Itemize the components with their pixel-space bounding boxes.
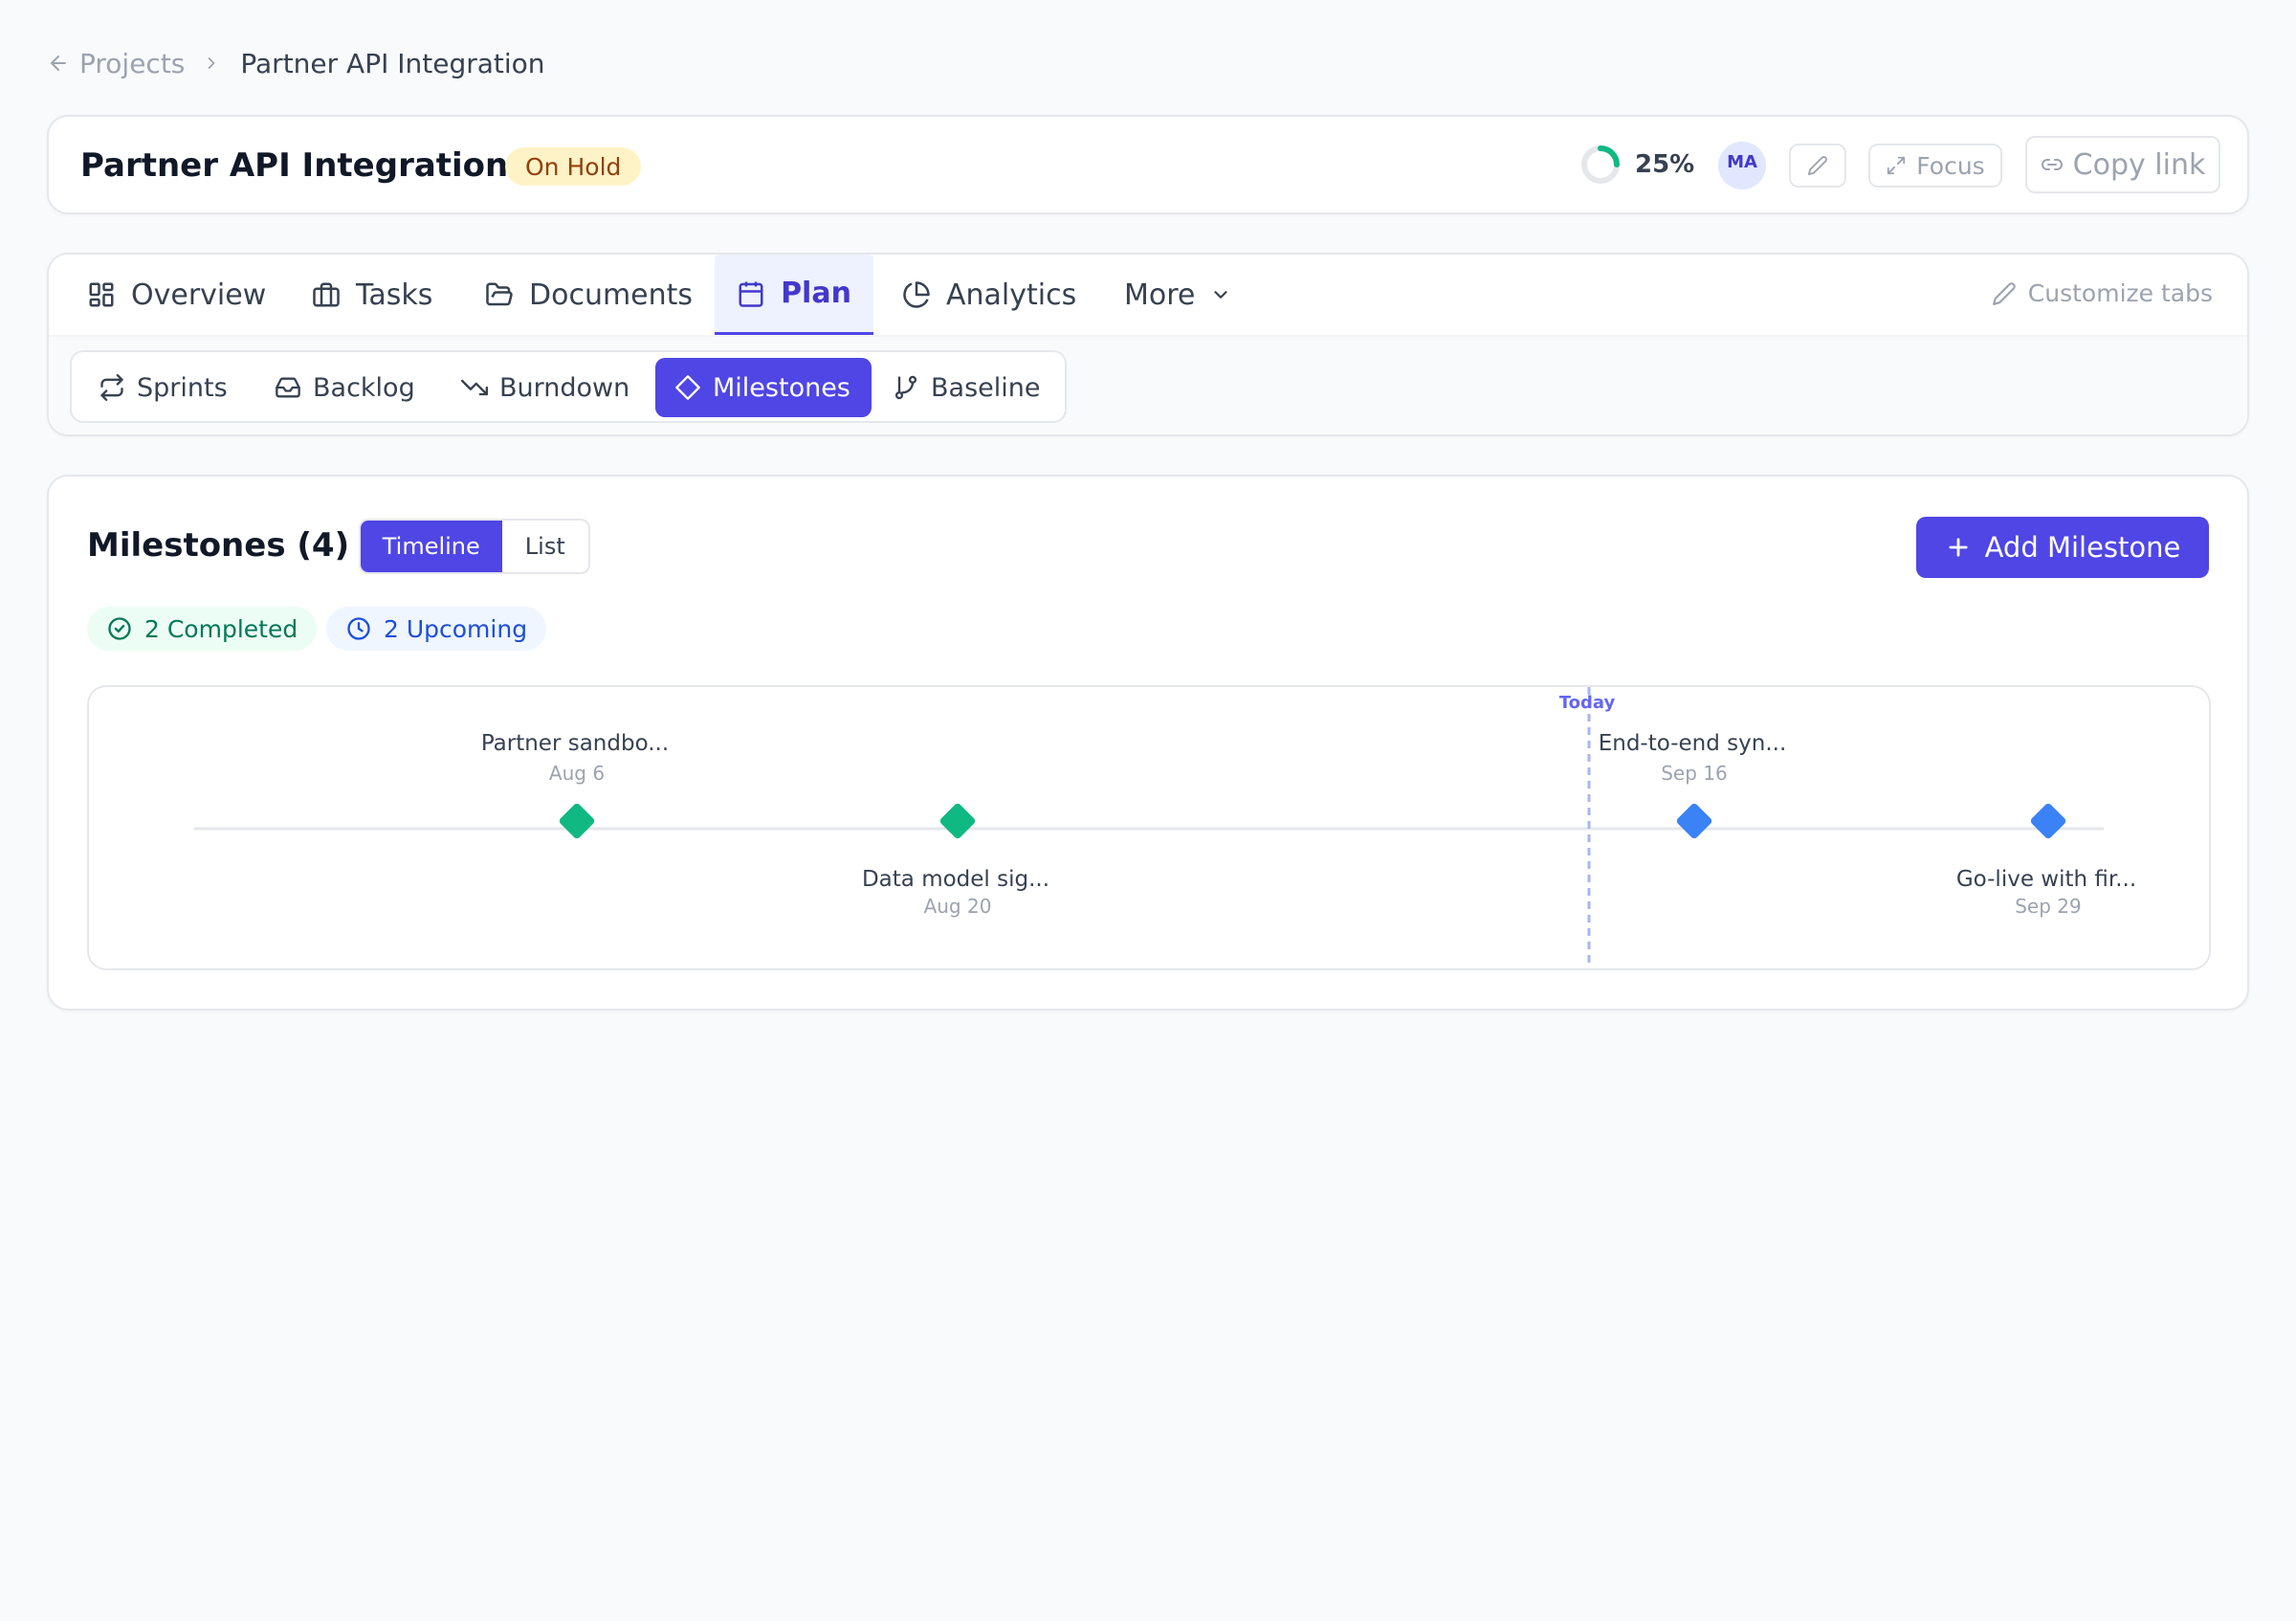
- arrow-left-icon: [47, 52, 70, 75]
- project-title: Partner API Integration: [80, 146, 509, 185]
- chevron-right-icon: [202, 54, 221, 73]
- tab-overview[interactable]: Overview: [87, 255, 266, 335]
- link-icon: [2041, 153, 2064, 176]
- milestone-diamond[interactable]: [938, 802, 977, 840]
- tab-label: Tasks: [356, 278, 433, 312]
- milestone-name: Go-live with fir...: [1956, 867, 2136, 892]
- grid-icon: [87, 280, 116, 309]
- subtab-backlog[interactable]: Backlog: [255, 358, 434, 417]
- progress-ring: [1581, 145, 1620, 184]
- subtab-label: Baseline: [931, 372, 1041, 403]
- repeat-icon: [99, 374, 125, 401]
- tab-label: Documents: [529, 278, 694, 312]
- milestone-name: Partner sandbo...: [481, 731, 669, 756]
- subtab-label: Milestones: [713, 372, 850, 403]
- milestone-diamond[interactable]: [2029, 802, 2067, 840]
- subtab-label: Sprints: [137, 372, 228, 403]
- breadcrumb-current: Partner API Integration: [240, 47, 545, 79]
- progress-indicator: 25%: [1579, 144, 1694, 186]
- upcoming-count-badge[interactable]: 2 Upcoming: [326, 607, 547, 651]
- milestone-timeline: Today Partner sandbo... Aug 6 Data model si…: [87, 685, 2211, 970]
- subtab-sprints[interactable]: Sprints: [79, 358, 247, 417]
- subtab-milestones[interactable]: Milestones: [655, 358, 872, 417]
- tab-label: Analytics: [946, 278, 1077, 312]
- subtab-burndown[interactable]: Burndown: [442, 358, 649, 417]
- project-header: Partner API Integration On Hold 25% MA F…: [47, 115, 2249, 214]
- milestone-diamond[interactable]: [558, 802, 596, 840]
- milestone-marker[interactable]: [1675, 802, 1713, 840]
- calendar-icon: [737, 279, 765, 308]
- milestone-date: Aug 20: [924, 895, 992, 918]
- tab-tasks[interactable]: Tasks: [312, 255, 432, 335]
- tab-more[interactable]: More: [1124, 255, 1231, 335]
- back-to-projects-link[interactable]: Projects: [47, 48, 185, 79]
- list-view-button[interactable]: List: [524, 533, 565, 560]
- plan-subtabs: Sprints Backlog Burndown Milestones: [70, 350, 1067, 423]
- tab-analytics[interactable]: Analytics: [902, 255, 1076, 335]
- status-badge[interactable]: On Hold: [505, 147, 642, 186]
- check-circle-icon: [106, 615, 133, 642]
- pencil-icon: [1992, 281, 2017, 306]
- timeline-view-button[interactable]: Timeline: [361, 521, 502, 572]
- tab-plan[interactable]: Plan: [715, 255, 873, 335]
- inbox-icon: [275, 374, 301, 401]
- git-branch-icon: [893, 374, 919, 401]
- completed-count-label: 2 Completed: [144, 614, 298, 643]
- copy-link-button[interactable]: Copy link: [2025, 136, 2220, 193]
- today-label: Today: [1559, 693, 1616, 713]
- main-tabs: Overview Tasks Documents Plan Analytics: [49, 255, 2247, 335]
- tab-label: More: [1124, 278, 1196, 312]
- diamond-icon: [674, 374, 701, 401]
- milestone-name: Data model sig...: [862, 867, 1049, 892]
- milestones-title: Milestones (4): [87, 526, 350, 565]
- subtab-label: Backlog: [313, 372, 415, 403]
- copy-link-label: Copy link: [2072, 147, 2206, 182]
- plus-icon: [1945, 534, 1972, 561]
- progress-percent: 25%: [1635, 150, 1695, 179]
- milestone-diamond[interactable]: [1675, 802, 1713, 840]
- pencil-icon: [1807, 155, 1828, 176]
- subtabs-area: Sprints Backlog Burndown Milestones: [49, 335, 2247, 434]
- completed-count-badge[interactable]: 2 Completed: [87, 607, 318, 651]
- customize-tabs-button[interactable]: Customize tabs: [1992, 279, 2213, 307]
- avatar[interactable]: MA: [1718, 142, 1766, 189]
- upcoming-count-label: 2 Upcoming: [384, 614, 528, 643]
- trend-down-icon: [461, 374, 488, 401]
- edit-button[interactable]: [1789, 144, 1846, 188]
- focus-label: Focus: [1916, 151, 1985, 180]
- subtab-baseline[interactable]: Baseline: [873, 358, 1059, 417]
- tabs-card: Overview Tasks Documents Plan Analytics: [47, 253, 2249, 436]
- customize-tabs-label: Customize tabs: [2027, 279, 2213, 307]
- clock-icon: [345, 615, 372, 642]
- chevron-down-icon: [1210, 284, 1231, 305]
- milestone-date: Aug 6: [549, 762, 605, 785]
- milestone-date: Sep 16: [1661, 762, 1728, 785]
- milestone-marker[interactable]: [2029, 802, 2067, 840]
- folder-icon: [485, 280, 514, 309]
- add-milestone-label: Add Milestone: [1984, 531, 2181, 564]
- breadcrumb: Projects Partner API Integration: [47, 46, 545, 80]
- milestone-name: End-to-end syn...: [1599, 731, 1787, 756]
- milestone-marker[interactable]: [938, 802, 977, 840]
- tab-label: Plan: [781, 277, 851, 310]
- breadcrumb-projects-label: Projects: [79, 47, 186, 79]
- add-milestone-button[interactable]: Add Milestone: [1916, 517, 2209, 578]
- subtab-label: Burndown: [499, 372, 630, 403]
- milestones-panel: Milestones (4) Timeline List Add Milesto…: [47, 475, 2249, 1010]
- expand-icon: [1886, 155, 1907, 176]
- milestone-date: Sep 29: [2015, 895, 2082, 918]
- view-toggle: Timeline List: [359, 519, 590, 574]
- pie-chart-icon: [902, 280, 931, 309]
- focus-button[interactable]: Focus: [1868, 144, 2002, 188]
- timeline-svg: Today Partner sandbo... Aug 6 Data model si…: [194, 687, 2136, 968]
- tab-documents[interactable]: Documents: [485, 255, 693, 335]
- milestone-marker[interactable]: [558, 802, 596, 840]
- briefcase-icon: [312, 280, 341, 309]
- tab-label: Overview: [131, 278, 267, 312]
